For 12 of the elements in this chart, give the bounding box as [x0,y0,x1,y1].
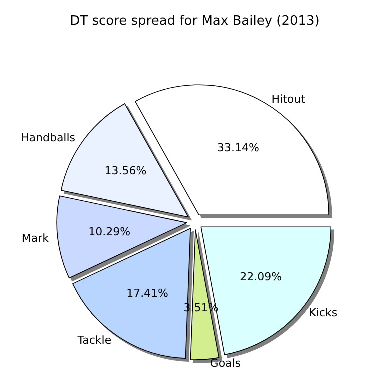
chart-title: DT score spread for Max Bailey (2013) [70,14,320,29]
slice-label: Goals [210,357,242,370]
data-label: 17.41% [126,287,169,300]
slice-label: Kicks [309,306,338,320]
slice-label: Mark [22,232,50,245]
slice-label: Hitout [272,92,306,106]
slice-label: Tackle [76,334,112,347]
data-label: 33.14% [217,141,260,154]
data-label: 10.29% [88,225,131,238]
data-label: 13.56% [104,164,147,178]
data-label: 22.09% [240,270,282,284]
slice-label: Handballs [20,131,76,144]
